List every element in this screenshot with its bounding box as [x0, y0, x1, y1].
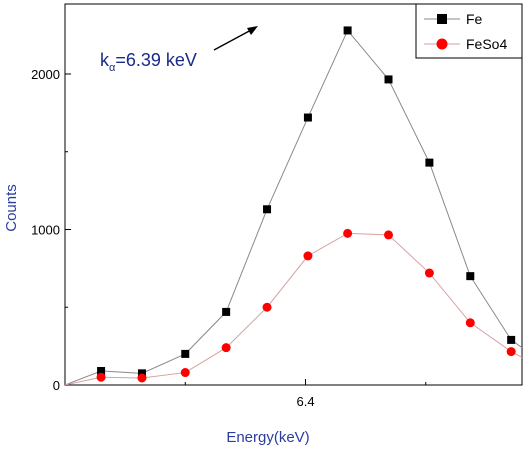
data-point [303, 113, 312, 122]
data-point [466, 272, 475, 281]
x-axis-label: Energy(keV) [226, 429, 309, 446]
annotation-subscript: α [109, 62, 116, 74]
series-layer [65, 26, 522, 385]
data-point [180, 368, 190, 378]
data-point [222, 307, 231, 316]
data-point [303, 251, 313, 261]
data-point [343, 26, 352, 35]
data-point [96, 372, 106, 382]
data-point [424, 268, 434, 278]
y-tick-label: 0 [53, 378, 60, 393]
x-axis-ticks: 6.4 [184, 379, 427, 409]
legend-marker-fe [437, 14, 447, 24]
series-fe [65, 26, 522, 385]
data-point [97, 367, 106, 376]
plot-area-frame [64, 3, 523, 386]
series-line [65, 232, 522, 385]
legend-marker-feso4 [436, 38, 448, 50]
data-point [425, 158, 434, 167]
data-point [384, 230, 394, 240]
y-axis-label: Counts [3, 184, 20, 232]
y-axis-ticks: 0 1000 2000 [31, 67, 71, 393]
peak-annotation: kα=6.39 keV [100, 26, 258, 74]
annotation-arrowhead [247, 26, 258, 35]
x-tick-label: 6.4 [296, 394, 314, 409]
data-point [507, 335, 516, 344]
legend: Fe FeSo4 [415, 3, 523, 59]
data-point [221, 343, 231, 353]
annotation-main: k [100, 50, 110, 70]
svg-text:kα=6.39 keV: kα=6.39 keV [100, 50, 197, 74]
legend-label-feso4: FeSo4 [466, 36, 507, 52]
y-tick-label: 1000 [31, 222, 60, 237]
series-feso4 [65, 228, 522, 385]
annotation-arrow [213, 28, 254, 51]
data-point [181, 349, 190, 358]
legend-label-fe: Fe [466, 11, 483, 27]
legend-box [415, 3, 523, 59]
annotation-rest: =6.39 keV [115, 50, 197, 70]
y-tick-label: 2000 [31, 67, 60, 82]
data-point [137, 373, 147, 383]
data-point [263, 205, 272, 214]
data-point [384, 75, 393, 84]
data-point [343, 228, 353, 238]
data-point [465, 318, 475, 328]
data-point [506, 347, 516, 357]
data-point [262, 302, 272, 312]
series-line [65, 29, 522, 385]
data-point [137, 369, 146, 378]
